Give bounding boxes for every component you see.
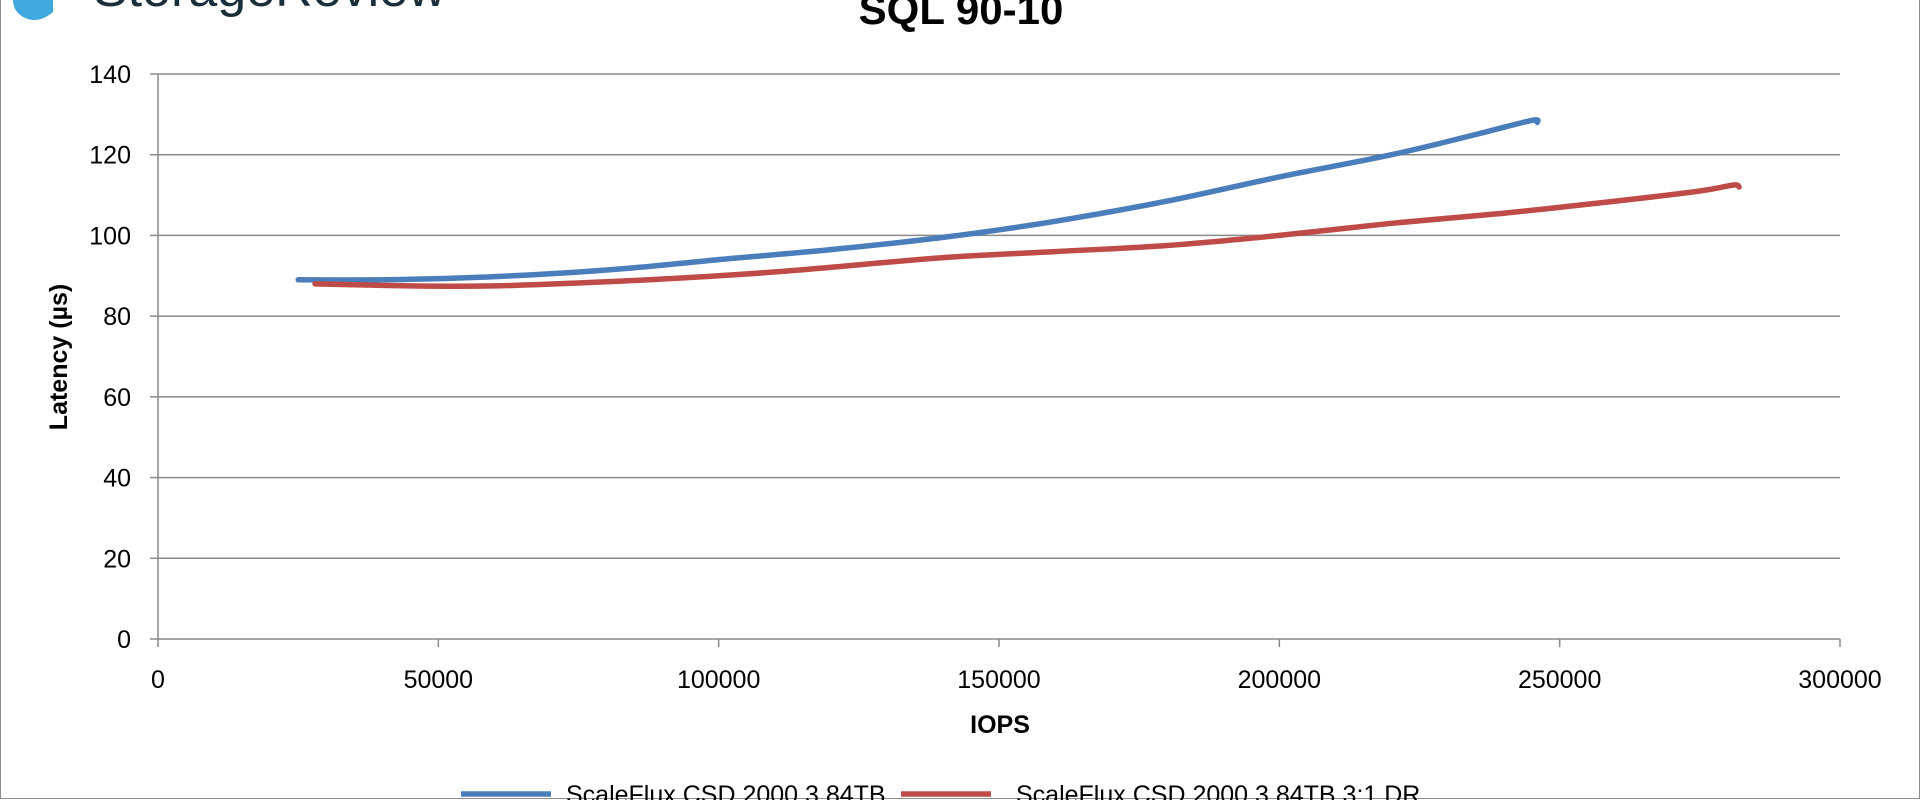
legend-label-2: ScaleFlux CSD 2000 3.84TB 3:1 DR [1016, 781, 1420, 800]
y-tick-label: 60 [103, 384, 131, 412]
legend-label-1: ScaleFlux CSD 2000 3.84TB [566, 781, 886, 800]
x-tick-label: 200000 [1238, 666, 1321, 694]
x-axis-title: IOPS [970, 711, 1030, 739]
logo-mark-icon [13, 0, 53, 20]
y-tick-label: 0 [117, 626, 131, 654]
y-tick-label: 120 [89, 142, 131, 170]
series-line-1 [295, 117, 1541, 283]
x-tick-label: 150000 [957, 666, 1040, 694]
series-line-2 [312, 182, 1742, 289]
x-tick-label: 250000 [1518, 666, 1601, 694]
y-tick-label: 20 [103, 545, 131, 573]
x-tick-label: 50000 [404, 666, 474, 694]
y-axis-title: Latency (µs) [45, 284, 73, 430]
y-tick-label: 100 [89, 222, 131, 250]
series-lines [295, 117, 1742, 289]
x-tick-label: 300000 [1798, 666, 1881, 694]
storagereview-logo: StorageReview [13, 0, 446, 20]
gridlines [158, 73, 1840, 560]
y-tick-label: 40 [103, 465, 131, 493]
logo-wordmark: StorageReview [93, 0, 446, 18]
y-tick-labels: 0 20 40 60 80 100 120 140 [89, 61, 131, 654]
legend: ScaleFlux CSD 2000 3.84TB ScaleFlux CSD 2… [461, 781, 1420, 800]
axes [150, 73, 1841, 647]
x-tick-label: 100000 [677, 666, 760, 694]
x-tick-label: 0 [151, 666, 165, 694]
x-tick-labels: 0 50000 100000 150000 200000 250000 300000 [151, 666, 1882, 694]
y-tick-label: 80 [103, 303, 131, 331]
chart-title: SQL 90-10 [859, 0, 1064, 33]
y-tick-label: 140 [89, 61, 131, 89]
